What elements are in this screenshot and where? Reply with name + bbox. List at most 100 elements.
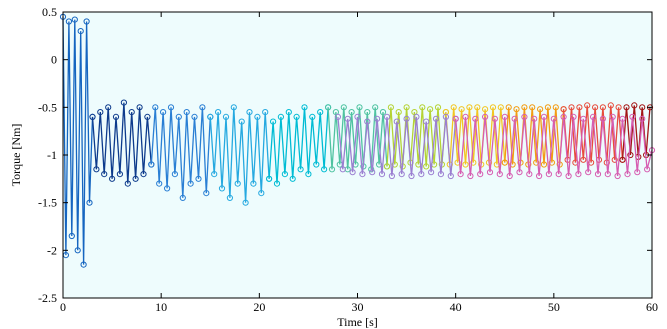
x-tick-label: 30 bbox=[352, 300, 364, 314]
data-point bbox=[619, 156, 626, 163]
data-point bbox=[144, 113, 151, 121]
data-point bbox=[334, 113, 341, 121]
series-12 bbox=[452, 113, 656, 180]
data-point bbox=[489, 104, 497, 111]
data-point bbox=[419, 104, 426, 111]
data-point bbox=[148, 161, 155, 168]
y-tick-label: 0.5 bbox=[42, 5, 57, 19]
data-point bbox=[584, 102, 591, 109]
data-point bbox=[457, 171, 464, 178]
data-point bbox=[383, 163, 391, 170]
data-point bbox=[258, 190, 265, 197]
x-tick-label: 40 bbox=[450, 300, 462, 314]
data-point bbox=[472, 115, 479, 122]
data-point bbox=[97, 109, 104, 116]
data-point bbox=[348, 109, 355, 116]
data-point bbox=[467, 172, 474, 180]
x-tick-label: 60 bbox=[646, 300, 658, 314]
data-point bbox=[132, 175, 139, 182]
series-layer bbox=[59, 13, 656, 268]
data-point bbox=[580, 156, 587, 163]
data-point bbox=[550, 115, 557, 122]
data-point bbox=[109, 175, 116, 182]
data-point bbox=[544, 104, 552, 111]
data-point bbox=[624, 171, 631, 178]
data-point bbox=[545, 171, 553, 178]
data-point bbox=[526, 171, 533, 178]
data-point bbox=[339, 166, 346, 173]
data-point bbox=[604, 171, 611, 178]
y-tick-label: -2.5 bbox=[38, 291, 57, 305]
data-point bbox=[447, 172, 454, 180]
series-line bbox=[386, 107, 447, 167]
data-point bbox=[74, 247, 81, 254]
data-point bbox=[273, 180, 281, 187]
data-point bbox=[423, 118, 430, 125]
data-point bbox=[175, 113, 182, 121]
data-point bbox=[277, 113, 284, 121]
data-point bbox=[458, 106, 465, 113]
data-point bbox=[211, 171, 218, 178]
data-point bbox=[164, 185, 171, 192]
series-line bbox=[455, 116, 653, 177]
data-point bbox=[496, 171, 503, 178]
data-point bbox=[428, 169, 435, 176]
data-point bbox=[611, 156, 618, 163]
data-point bbox=[644, 166, 651, 173]
data-point bbox=[462, 161, 469, 168]
data-point bbox=[413, 113, 420, 121]
ticks-layer: 0 10 20 30 40 50 60 -2.5 -2 -1.5 -1 -0.5 0 0.5 bbox=[38, 5, 658, 314]
data-point bbox=[218, 185, 226, 192]
data-point bbox=[511, 115, 518, 122]
data-point bbox=[408, 172, 415, 180]
data-point bbox=[393, 118, 400, 125]
data-point bbox=[112, 113, 120, 121]
data-point bbox=[349, 169, 356, 176]
data-point bbox=[254, 113, 261, 121]
data-point bbox=[242, 199, 249, 206]
data-point bbox=[325, 104, 332, 111]
data-point bbox=[317, 109, 324, 116]
data-point bbox=[301, 104, 308, 111]
data-point bbox=[364, 118, 371, 125]
series-2 bbox=[148, 104, 214, 201]
data-point bbox=[359, 171, 366, 178]
data-point bbox=[477, 171, 484, 178]
series-line bbox=[562, 105, 624, 163]
data-point bbox=[590, 113, 597, 121]
data-point bbox=[171, 171, 178, 178]
data-point bbox=[191, 113, 198, 121]
series-line bbox=[91, 102, 152, 184]
data-point bbox=[505, 104, 512, 111]
data-point bbox=[71, 16, 78, 23]
data-point bbox=[77, 28, 84, 35]
y-tick-label: -0.5 bbox=[38, 100, 57, 114]
series-line bbox=[327, 107, 388, 170]
data-point bbox=[437, 171, 444, 178]
data-point bbox=[529, 104, 536, 111]
data-point bbox=[374, 115, 381, 122]
data-point bbox=[215, 109, 222, 116]
data-point bbox=[540, 161, 548, 168]
data-point bbox=[321, 166, 328, 173]
series-11 bbox=[334, 113, 459, 180]
data-point bbox=[491, 115, 498, 122]
data-point bbox=[93, 166, 100, 173]
data-point bbox=[470, 159, 477, 166]
series-line bbox=[62, 16, 94, 265]
data-point bbox=[531, 115, 538, 122]
series-line bbox=[268, 107, 329, 184]
data-point bbox=[364, 109, 371, 116]
series-4 bbox=[266, 104, 332, 187]
data-point bbox=[398, 171, 405, 178]
data-point bbox=[592, 104, 599, 111]
data-point bbox=[289, 175, 296, 182]
data-point bbox=[442, 113, 449, 121]
data-point bbox=[105, 104, 112, 111]
data-point bbox=[466, 104, 473, 111]
data-point bbox=[450, 104, 457, 111]
data-point bbox=[614, 172, 621, 180]
data-point bbox=[262, 109, 269, 116]
data-point bbox=[340, 104, 347, 111]
data-point bbox=[391, 161, 398, 168]
